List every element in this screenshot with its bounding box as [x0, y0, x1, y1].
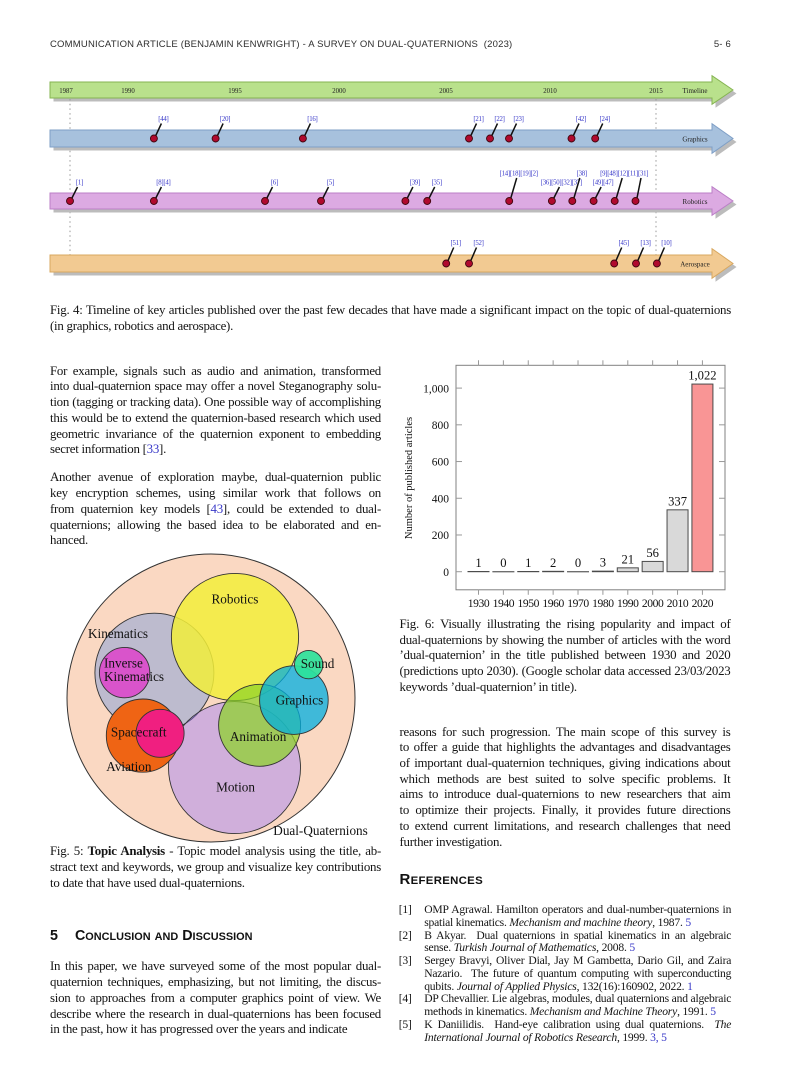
svg-text:1: 1 — [475, 556, 481, 570]
svg-text:1960: 1960 — [542, 597, 564, 610]
svg-text:3: 3 — [600, 556, 606, 570]
svg-text:Timeline: Timeline — [682, 87, 707, 95]
svg-text:600: 600 — [432, 457, 450, 469]
svg-text:0: 0 — [500, 556, 506, 570]
svg-text:Aviation: Aviation — [106, 759, 152, 774]
svg-text:[1]: [1] — [76, 180, 83, 187]
svg-text:[49][47]: [49][47] — [593, 180, 614, 187]
svg-text:21: 21 — [621, 552, 634, 566]
svg-text:2010: 2010 — [667, 597, 689, 610]
svg-text:[13]: [13] — [640, 240, 650, 247]
svg-text:56: 56 — [646, 546, 659, 560]
svg-text:[36][50][32][37]: [36][50][32][37] — [541, 180, 582, 187]
svg-text:[14][18][19][2]: [14][18][19][2] — [500, 171, 538, 178]
svg-text:Motion: Motion — [216, 779, 255, 794]
svg-text:2000: 2000 — [642, 597, 664, 610]
svg-text:Aerospace: Aerospace — [680, 261, 710, 269]
svg-text:0: 0 — [443, 567, 449, 579]
svg-text:[51]: [51] — [451, 240, 461, 247]
svg-text:1995: 1995 — [228, 88, 242, 95]
svg-text:Dual-Quaternions: Dual-Quaternions — [273, 823, 367, 838]
svg-text:Graphics: Graphics — [682, 136, 708, 144]
svg-text:Inverse: Inverse — [104, 656, 143, 671]
svg-text:[52]: [52] — [473, 240, 483, 247]
svg-text:1990: 1990 — [617, 597, 639, 610]
svg-text:Robotics: Robotics — [683, 198, 708, 206]
svg-text:[45]: [45] — [619, 240, 629, 247]
svg-text:[23]: [23] — [513, 116, 523, 123]
svg-text:2000: 2000 — [332, 88, 346, 95]
svg-text:[39]: [39] — [410, 180, 420, 187]
svg-text:Kinematics: Kinematics — [88, 626, 148, 641]
svg-text:Graphics: Graphics — [276, 693, 324, 708]
svg-text:2015: 2015 — [649, 88, 663, 95]
svg-text:[16]: [16] — [307, 116, 317, 123]
svg-text:Kinematics: Kinematics — [104, 669, 164, 684]
svg-text:Robotics: Robotics — [212, 592, 259, 607]
svg-text:[21]: [21] — [473, 116, 483, 123]
svg-text:[9][48][12][11][31]: [9][48][12][11][31] — [600, 171, 648, 178]
svg-text:1950: 1950 — [517, 597, 539, 610]
svg-text:200: 200 — [432, 530, 450, 542]
svg-text:Number of published articles: Number of published articles — [404, 417, 415, 539]
svg-text:2010: 2010 — [543, 88, 557, 95]
svg-text:[6]: [6] — [271, 180, 278, 187]
svg-text:[44]: [44] — [158, 116, 168, 123]
svg-text:2020: 2020 — [692, 597, 714, 610]
svg-text:800: 800 — [432, 420, 450, 432]
svg-text:[20]: [20] — [220, 116, 230, 123]
svg-text:1930: 1930 — [468, 597, 490, 610]
svg-text:2: 2 — [550, 556, 556, 570]
svg-text:[38]: [38] — [577, 171, 587, 178]
svg-text:Spacecraft: Spacecraft — [111, 725, 167, 740]
svg-text:1,000: 1,000 — [423, 383, 449, 395]
svg-text:1: 1 — [525, 556, 531, 570]
svg-text:[8][4]: [8][4] — [156, 180, 170, 187]
svg-text:[10]: [10] — [661, 240, 671, 247]
svg-text:1990: 1990 — [121, 88, 135, 95]
svg-text:400: 400 — [432, 493, 450, 505]
svg-text:[42]: [42] — [576, 116, 586, 123]
svg-text:[24]: [24] — [600, 116, 610, 123]
svg-text:0: 0 — [575, 556, 581, 570]
svg-text:1970: 1970 — [567, 597, 589, 610]
svg-text:2005: 2005 — [439, 88, 453, 95]
svg-text:[35]: [35] — [432, 180, 442, 187]
svg-text:1,022: 1,022 — [688, 369, 716, 383]
svg-text:[5]: [5] — [327, 180, 334, 187]
svg-text:337: 337 — [668, 494, 687, 508]
svg-text:1980: 1980 — [592, 597, 614, 610]
svg-text:1940: 1940 — [493, 597, 515, 610]
svg-text:Animation: Animation — [230, 729, 287, 744]
svg-text:[22]: [22] — [494, 116, 504, 123]
svg-text:Sound: Sound — [301, 656, 335, 671]
svg-text:1987: 1987 — [59, 88, 73, 95]
